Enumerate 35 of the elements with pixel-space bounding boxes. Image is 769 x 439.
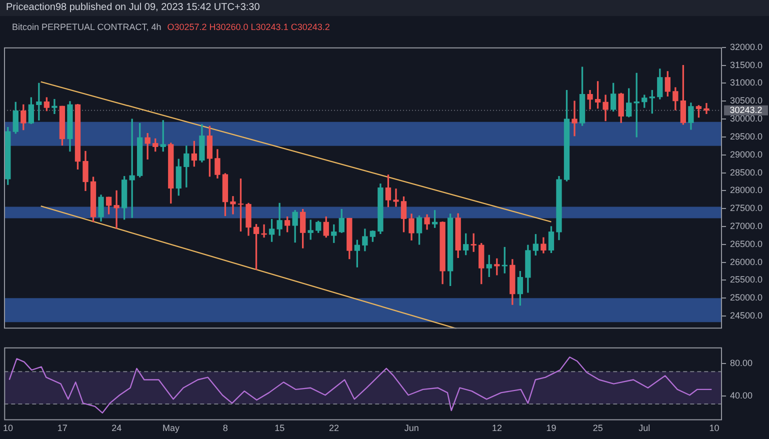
x-tick-label: Jun	[404, 423, 419, 434]
x-tick-label: 22	[328, 423, 339, 434]
x-tick-label: 17	[57, 423, 68, 434]
y-tick-label: 27000.0	[730, 220, 763, 231]
y-tick-label: 31500.0	[730, 60, 763, 70]
y-tick-label: 26500.0	[730, 238, 763, 249]
y-tick-label: 29000.0	[730, 149, 763, 160]
x-tick-label: 15	[274, 423, 285, 434]
chart-subtitle: Priceaction98 published on Jul 09, 2023 15:42 UTC+3:30	[0, 0, 769, 16]
y-tick-label: 30500.0	[730, 96, 763, 106]
y-tick-label: 31000.0	[730, 78, 763, 88]
x-tick-label: 12	[492, 423, 502, 434]
ref-line-label: 30243.2	[730, 104, 762, 115]
y-tick-label: 25500.0	[730, 274, 763, 285]
x-tick-label: 25	[592, 423, 603, 434]
text: O30257.2 H30260.0 L30243.1 C30243.2	[167, 22, 330, 32]
y-tick-label: 26000.0	[730, 256, 763, 267]
y-tick-label: 32000.0	[730, 42, 763, 52]
x-tick-label: 8	[222, 423, 228, 434]
y-tick-label: 80.00	[730, 358, 753, 368]
chart-title: Bitcoin PERPETUAL CONTRACT, 4h	[12, 22, 162, 32]
y-tick-label: 30000.0	[730, 114, 763, 124]
y-tick-label: 25000.0	[730, 292, 763, 303]
x-tick-label: 19	[546, 423, 556, 434]
x-tick-label: Jul	[638, 423, 650, 434]
y-tick-label: 24500.0	[730, 310, 763, 321]
x-tick-label: 24	[112, 423, 122, 434]
x-tick-label: May	[162, 423, 180, 434]
x-tick-label: 10	[3, 423, 14, 434]
y-tick-label: 29500.0	[730, 131, 763, 142]
y-tick-label: 28500.0	[730, 167, 763, 178]
y-tick-label: 27500.0	[730, 203, 763, 214]
x-tick-label: 10	[709, 423, 720, 434]
y-tick-label: 28000.0	[730, 185, 763, 196]
y-tick-label: 40.00	[730, 390, 753, 400]
